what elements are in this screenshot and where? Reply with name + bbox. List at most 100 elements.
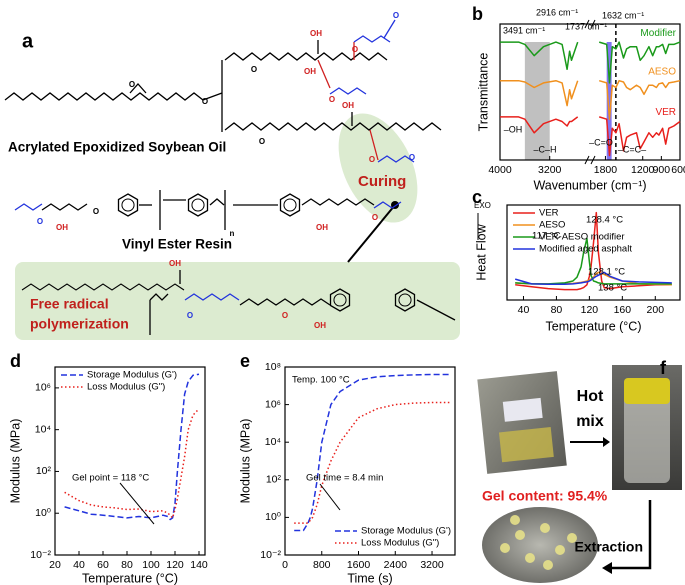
y-axis-label: Modulus (MPa) [238,419,252,504]
series-line [294,373,451,532]
bond-chain [4,92,204,101]
panel-label: f [660,358,667,378]
arrow-head [602,562,612,574]
atom-label: OH [342,101,354,110]
atom-label: n [230,229,235,238]
x-tick-label: 80 [551,304,563,316]
annotation: 128.1 °C [588,267,625,278]
legend-label: Loss Modulus (G") [87,382,165,393]
annotation: 1632 cm⁻¹ [602,10,644,20]
legend-label: AESO [539,220,565,231]
benzene-ring [279,193,301,217]
atom-label: OH [304,67,316,76]
x-tick-label: 200 [647,304,665,316]
series-line [514,271,672,286]
atom-label: O [369,155,375,164]
series-line [64,408,200,519]
gel-granule [515,530,525,540]
y-tick-label: 10⁴ [265,436,281,448]
x-axis-label: Time (s) [347,571,392,585]
bond-chain [301,198,375,206]
x-tick-label: 40 [73,559,85,571]
atom-label: O [393,11,399,20]
x-tick-label: 160 [614,304,632,316]
axis-break [584,155,596,165]
atom-label: O [93,207,99,216]
annotation: 117 °C [532,231,561,242]
ring-inner [283,198,297,212]
atom-label: OH [310,29,322,38]
bond [129,83,147,94]
x-tick-label: 60 [97,559,109,571]
benzene-ring [394,288,416,312]
panel-label: d [10,351,21,371]
gel-granule [510,515,520,525]
ring-inner [333,293,347,307]
gel-content: Gel content: 95.4% [482,488,608,504]
x-tick-label: 40 [518,304,530,316]
bond-chain [41,203,88,211]
series-line [500,41,681,84]
atom-label: O [352,45,358,54]
compound-name: Vinyl Ester Resin [122,237,232,252]
gel-granule [543,560,553,570]
y-tick-label: 10⁻² [260,549,281,561]
annotation: Gel time = 8.4 min [306,473,383,484]
bond [317,59,331,89]
y-tick-label: 10⁴ [35,423,51,435]
atom-label: O [251,65,257,74]
exo-label: EXO [474,201,491,210]
photo-liquid [498,427,554,463]
atom-label: O [329,95,335,104]
annotation: –C=O [589,137,613,147]
panel-label: c [472,187,482,207]
annotation: –OH [504,124,523,134]
annotation: 1737 cm⁻¹ [565,21,607,31]
annotation: Gel point = 118 °C [72,473,149,484]
panel-label: a [22,30,34,52]
annotation: 2916 cm⁻¹ [536,7,578,17]
y-axis-label: Transmittance [476,53,490,132]
x-tick-label: 600 [671,164,685,176]
y-tick-label: 10⁶ [35,382,51,394]
bond-chain [329,87,367,95]
gel-granule [500,543,510,553]
bond [416,299,456,321]
x-tick-label: 800 [313,559,331,571]
x-tick-label: 3200 [420,559,444,571]
x-tick-label: 80 [121,559,133,571]
x-tick-label: 1600 [347,559,371,571]
polymer-box [15,262,460,340]
x-tick-label: 2400 [384,559,408,571]
series-line [500,116,681,157]
bond-chain [21,283,185,291]
series-line [515,237,672,285]
band [606,42,612,160]
bond [383,19,396,39]
legend-label: AESO [648,66,676,77]
compound-name: Acrylated Epoxidized Soybean Oil [8,140,226,155]
atom-label: O [372,213,378,222]
ring-inner [191,198,205,212]
photo-gel [624,378,670,404]
photo-label [502,397,543,422]
annotation: Temp. 100 °C [292,375,350,386]
gel-granule [525,553,535,563]
x-tick-label: 100 [142,559,160,571]
x-axis-label: Temperature (°C) [546,319,642,333]
y-tick-label: 10⁰ [35,507,51,519]
series-line [515,211,672,291]
atom-label: O [409,153,415,162]
series-line [64,373,200,521]
photos [477,365,682,583]
y-axis-label: Heat Flow [474,223,488,280]
x-tick-label: 120 [581,304,599,316]
bond [369,129,379,161]
bond-chain [224,52,388,61]
polymerization-label: polymerization [30,316,129,332]
y-tick-label: 10⁰ [265,511,281,523]
atom-label: O [37,217,43,226]
x-tick-label: 140 [190,559,208,571]
annotation-pointer [119,482,155,525]
